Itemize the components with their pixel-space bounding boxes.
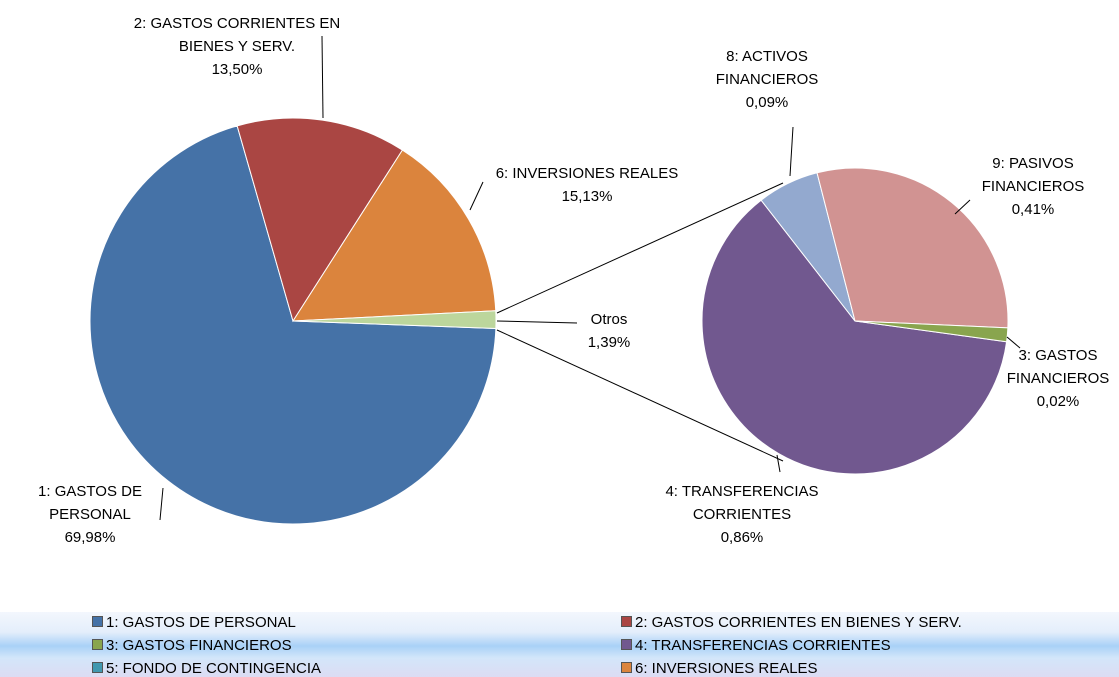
slice-name: 4: TRANSFERENCIAS CORRIENTES: [665, 483, 819, 523]
slice-value: 13,50%: [211, 61, 263, 78]
legend-label: 2: GASTOS CORRIENTES EN BIENES Y SERV.: [635, 614, 962, 631]
slice-name: 8: ACTIVOS FINANCIEROS: [715, 48, 819, 88]
leader-line: [776, 454, 781, 473]
slice-value: 0,02%: [1036, 393, 1080, 410]
legend-item: 2: GASTOS CORRIENTES EN BIENES Y SERV.: [621, 613, 962, 633]
slice-name: 2: GASTOS CORRIENTES EN BIENES Y SERV.: [133, 15, 341, 55]
slice-name: Otros: [590, 311, 628, 328]
legend-swatch: [621, 662, 632, 673]
slice-label: 8: ACTIVOS FINANCIEROS 0,09%: [702, 45, 832, 114]
leader-line: [789, 126, 794, 177]
slice-value: 1,39%: [587, 334, 631, 351]
legend-swatch: [92, 616, 103, 627]
leader-line: [469, 181, 484, 211]
slice-value: 0,86%: [720, 529, 764, 546]
slice-label: 2: GASTOS CORRIENTES EN BIENES Y SERV. 13…: [132, 12, 342, 81]
legend-swatch: [92, 662, 103, 673]
pie-slice: [89, 125, 497, 525]
legend-label: 3: GASTOS FINANCIEROS: [106, 637, 292, 654]
slice-name: 3: GASTOS FINANCIEROS: [1006, 347, 1110, 387]
slice-label: 3: GASTOS FINANCIEROS 0,02%: [998, 344, 1118, 413]
legend-item: 6: INVERSIONES REALES: [621, 659, 818, 677]
slice-label: 4: TRANSFERENCIAS CORRIENTES 0,86%: [657, 480, 827, 549]
legend-swatch: [621, 639, 632, 650]
slice-value: 0,09%: [745, 94, 789, 111]
slice-label: 9: PASIVOS FINANCIEROS 0,41%: [968, 152, 1098, 221]
pie-slice: [701, 199, 1008, 475]
connector-line: [496, 329, 784, 462]
legend-label: 5: FONDO DE CONTINGENCIA: [106, 660, 322, 677]
legend-item: 4: TRANSFERENCIAS CORRIENTES: [621, 636, 891, 656]
legend-item: 5: FONDO DE CONTINGENCIA: [92, 659, 321, 677]
leader-line: [159, 487, 164, 521]
pie-slice: [236, 117, 404, 323]
leader-line: [954, 199, 971, 215]
pie-slice: [816, 167, 1009, 329]
legend: 1: GASTOS DE PERSONAL 2: GASTOS CORRIENTE…: [0, 612, 1119, 677]
slice-label: 1: GASTOS DE PERSONAL 69,98%: [20, 480, 160, 549]
legend-item: 3: GASTOS FINANCIEROS: [92, 636, 292, 656]
slice-name: 6: INVERSIONES REALES: [495, 165, 679, 182]
pie-slice: [292, 310, 497, 329]
legend-label: 6: INVERSIONES REALES: [635, 660, 818, 677]
leader-line: [496, 320, 578, 324]
connector-line: [496, 182, 784, 314]
leader-line: [321, 35, 324, 119]
slice-name: 1: GASTOS DE PERSONAL: [38, 483, 142, 523]
legend-swatch: [92, 639, 103, 650]
pie-slice: [292, 149, 497, 322]
slice-label: 6: INVERSIONES REALES 15,13%: [477, 162, 697, 208]
slice-value: 15,13%: [561, 188, 613, 205]
legend-label: 1: GASTOS DE PERSONAL: [106, 614, 296, 631]
chart: [89, 35, 1021, 525]
slice-value: 0,41%: [1011, 201, 1055, 218]
slice-label: Otros 1,39%: [569, 308, 649, 354]
slice-value: 69,98%: [64, 529, 116, 546]
legend-item: 1: GASTOS DE PERSONAL: [92, 613, 296, 633]
legend-label: 4: TRANSFERENCIAS CORRIENTES: [635, 637, 891, 654]
slice-name: 9: PASIVOS FINANCIEROS: [981, 155, 1085, 195]
pie-slice: [854, 320, 1009, 343]
leader-line: [1006, 336, 1021, 349]
legend-swatch: [621, 616, 632, 627]
